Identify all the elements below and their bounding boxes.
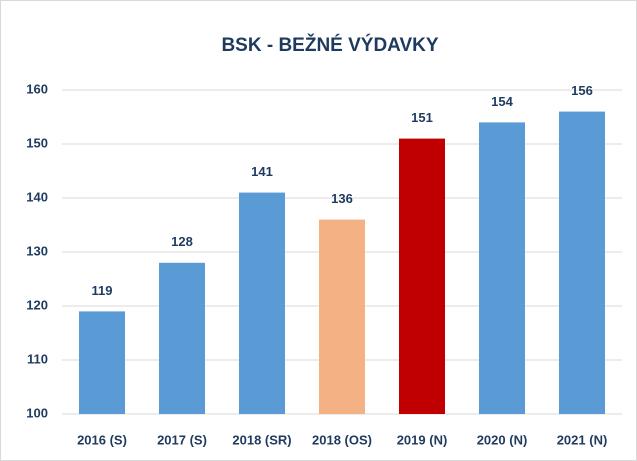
data-label: 119 bbox=[92, 283, 113, 298]
bar bbox=[559, 111, 605, 414]
x-tick-label: 2016 (S) bbox=[77, 432, 127, 447]
data-label: 156 bbox=[571, 83, 593, 98]
x-tick-label: 2018 (OS) bbox=[312, 432, 372, 447]
x-tick-label: 2020 (N) bbox=[477, 432, 528, 447]
x-tick-label: 2021 (N) bbox=[557, 432, 608, 447]
bar bbox=[159, 262, 205, 414]
x-tick-label: 2017 (S) bbox=[157, 432, 207, 447]
bar bbox=[79, 311, 125, 414]
y-tick-label: 100 bbox=[26, 405, 48, 420]
y-tick-label: 110 bbox=[27, 351, 48, 366]
y-tick-label: 150 bbox=[26, 135, 48, 150]
bar bbox=[399, 138, 445, 414]
data-label: 136 bbox=[331, 191, 353, 206]
y-tick-label: 120 bbox=[26, 297, 48, 312]
data-label: 141 bbox=[251, 164, 273, 179]
bar bbox=[239, 192, 285, 414]
data-label: 128 bbox=[171, 234, 193, 249]
y-tick-label: 140 bbox=[26, 189, 48, 204]
y-tick-label: 130 bbox=[26, 243, 48, 258]
data-label: 154 bbox=[491, 94, 513, 109]
chart-title: BSK - BEŽNÉ VÝDAVKY bbox=[221, 34, 438, 56]
bar bbox=[479, 122, 525, 415]
x-tick-label: 2018 (SR) bbox=[232, 432, 291, 447]
y-tick-label: 160 bbox=[26, 81, 48, 96]
bar bbox=[319, 219, 365, 414]
x-tick-label: 2019 (N) bbox=[397, 432, 448, 447]
data-label: 151 bbox=[411, 110, 433, 125]
